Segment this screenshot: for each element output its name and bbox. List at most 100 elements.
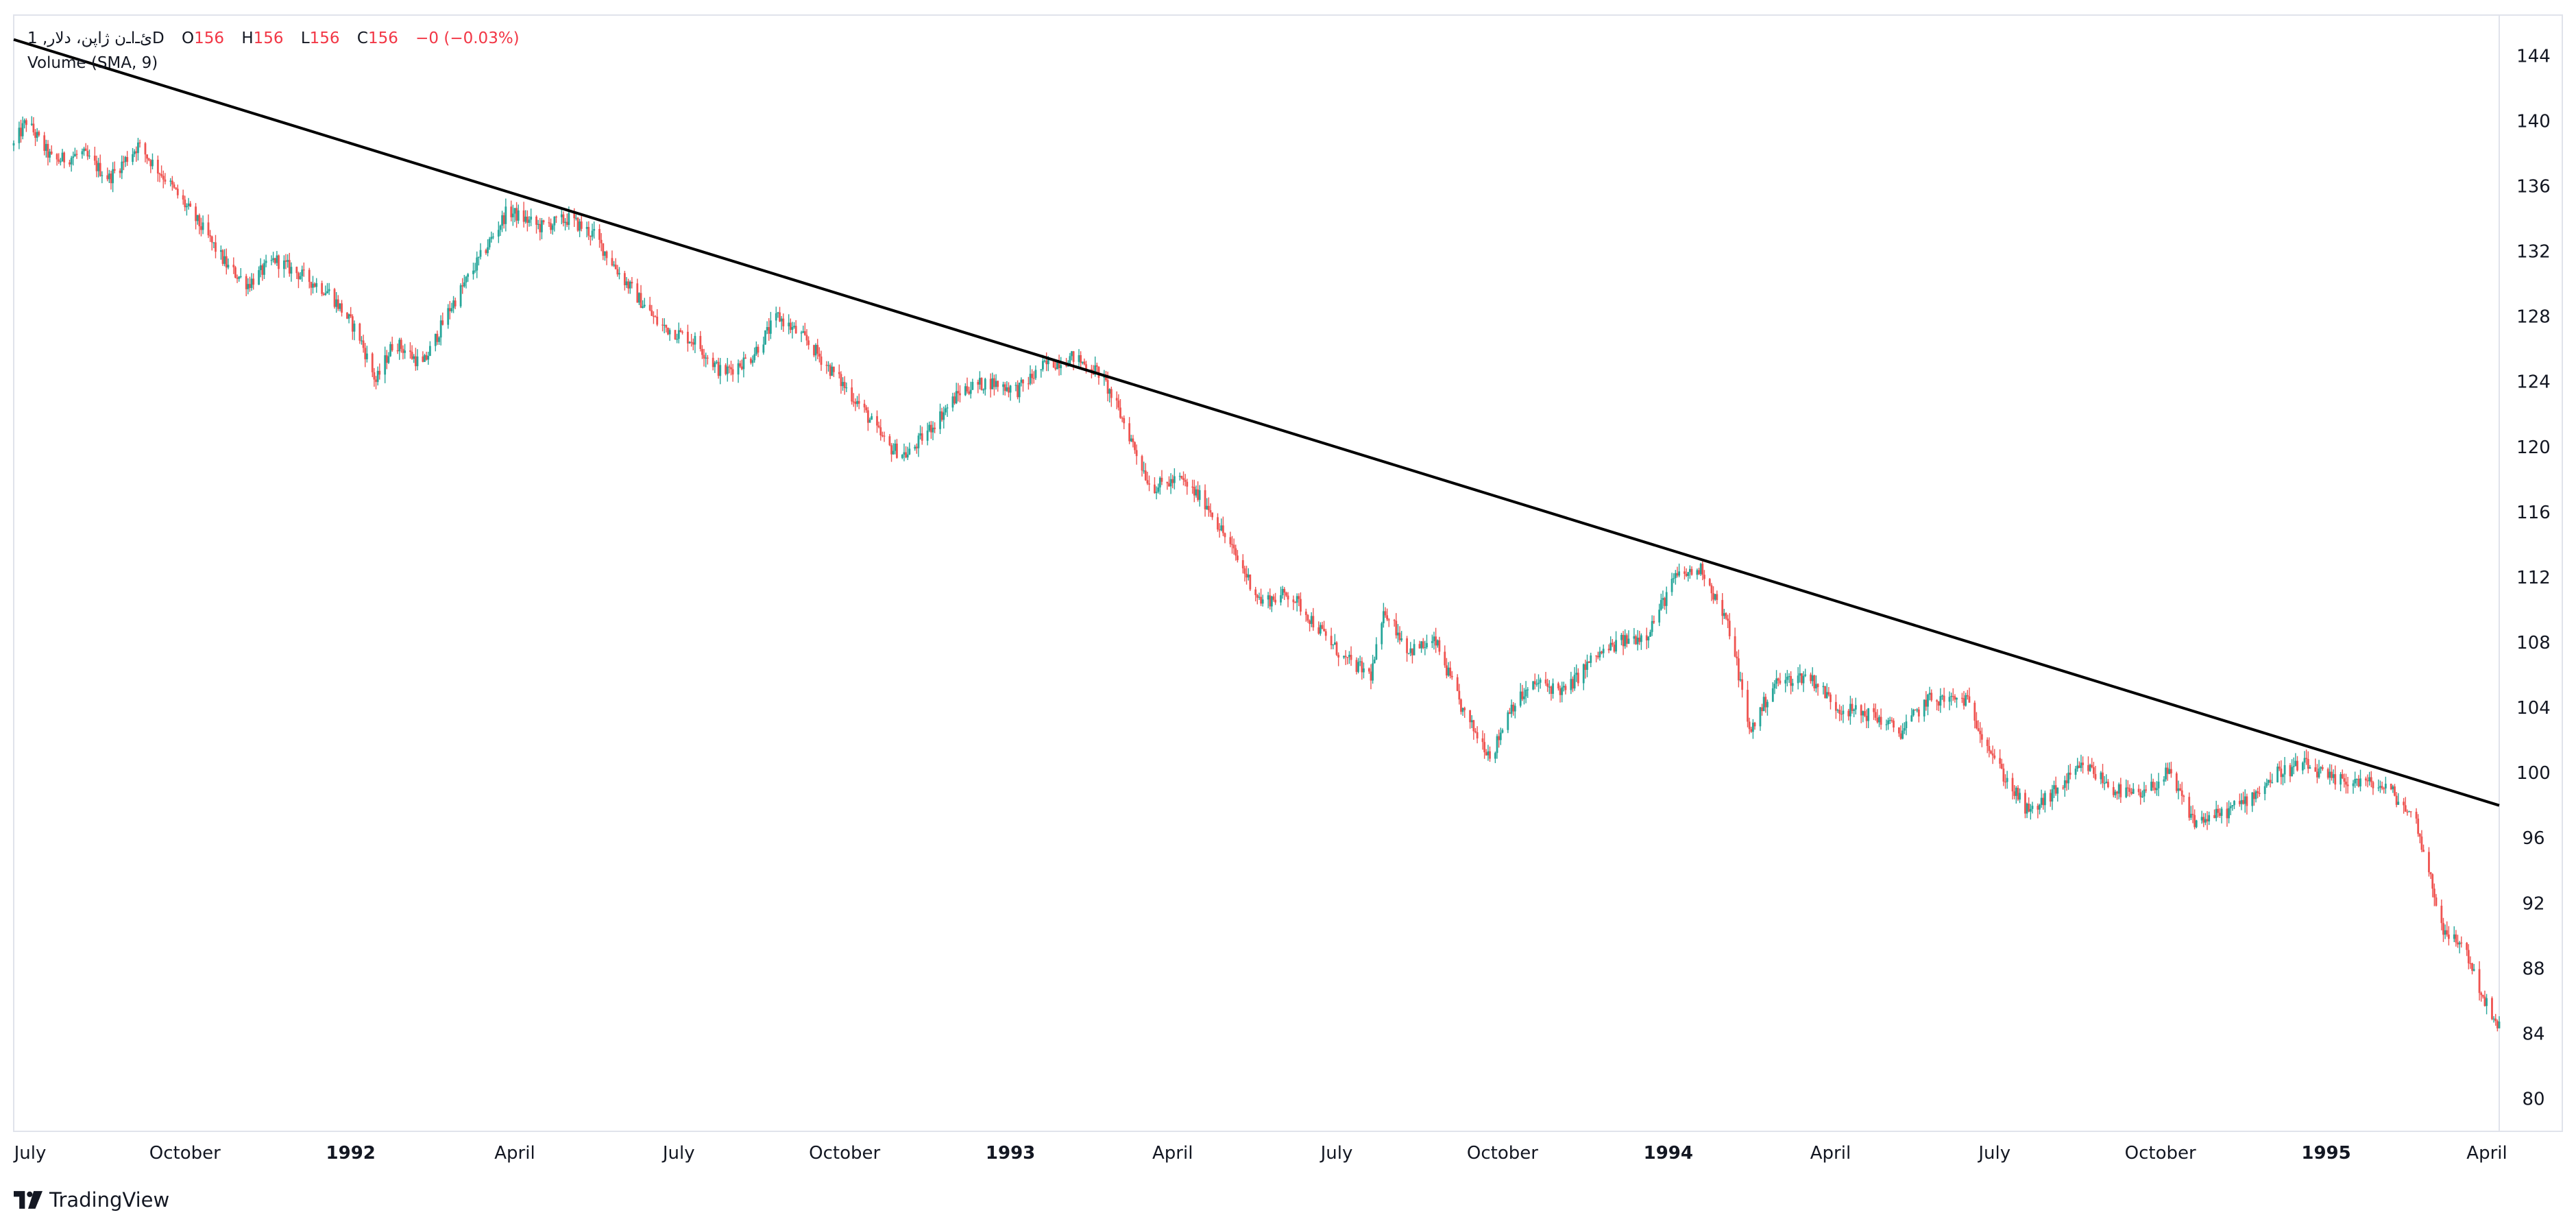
candle (1154, 477, 1156, 494)
candle (47, 140, 49, 166)
candle (1851, 698, 1854, 714)
candle (439, 315, 442, 346)
candle (1854, 697, 1857, 715)
candle (1761, 703, 1763, 716)
candle (2481, 994, 2484, 999)
candle (982, 388, 985, 394)
candle (135, 146, 138, 162)
candle (313, 282, 316, 288)
candle (2377, 779, 2380, 792)
candle (629, 280, 631, 294)
candle (2307, 751, 2309, 773)
candle (2321, 765, 2324, 771)
candle (110, 170, 112, 190)
candle (200, 217, 202, 237)
trendline[interactable] (13, 38, 2500, 807)
candle (384, 346, 387, 383)
candle (2220, 806, 2223, 823)
candle (551, 223, 554, 235)
candle (290, 262, 293, 282)
candle (452, 296, 454, 313)
candle (227, 258, 230, 269)
candle (158, 172, 161, 182)
candle (2128, 784, 2131, 797)
candle (1130, 435, 1132, 442)
candle (1538, 674, 1540, 693)
candle (2065, 773, 2068, 791)
candle (2168, 762, 2171, 775)
candle (133, 149, 136, 158)
candle (1017, 380, 1019, 400)
candle (831, 362, 834, 376)
candle (1438, 636, 1441, 655)
x-tick-label: October (149, 1143, 221, 1164)
symbol-label[interactable]: 1 ,ئ‌ـ‌ا‌ـ‌ن ژاپن، دلارD (27, 29, 165, 47)
candle (574, 214, 577, 221)
candle (1993, 749, 1996, 760)
candle (348, 313, 350, 324)
candle (1474, 727, 1477, 734)
candle (1117, 394, 1120, 411)
tradingview-logo-icon (14, 1191, 42, 1209)
trendline-layer[interactable] (13, 38, 2500, 807)
candle (739, 360, 742, 368)
candle (1498, 730, 1500, 748)
candle (465, 276, 467, 289)
candle (2357, 775, 2360, 788)
x-tick-label: July (1320, 1143, 1353, 1164)
candle (903, 443, 906, 461)
y-tick-label: 108 (2516, 633, 2551, 653)
candle (894, 440, 897, 455)
candle (966, 377, 969, 394)
candle (2219, 808, 2221, 819)
candle (2233, 799, 2235, 810)
candle (2208, 811, 2211, 826)
candle (703, 348, 705, 367)
candle (1267, 592, 1269, 609)
candle (121, 155, 123, 180)
time-axis[interactable]: July October 1992 April July October 1993 April… (13, 1143, 2507, 1164)
candle (485, 248, 487, 255)
candle (1888, 717, 1891, 725)
indicator-label[interactable]: Volume (SMA, 9) (27, 54, 158, 72)
candle (1956, 697, 1958, 708)
tradingview-attribution[interactable]: TradingView (14, 1188, 169, 1212)
candle (301, 265, 304, 282)
candle (1864, 703, 1866, 718)
candle (1701, 561, 1704, 581)
candle (2492, 1016, 2495, 1023)
candle (1361, 657, 1363, 680)
candle (616, 265, 619, 277)
candle (777, 311, 779, 318)
candle (1132, 435, 1134, 448)
candle (989, 373, 992, 398)
candle (1134, 441, 1136, 454)
candle (2042, 793, 2045, 810)
candle (2154, 782, 2156, 794)
candle (101, 171, 104, 184)
candle (1988, 737, 1991, 758)
price-axis[interactable]: 80 84 88 92 96 100 104 108 112 116 120 124 128 132 136… (2516, 46, 2551, 1109)
candle (1083, 358, 1086, 365)
candle (1422, 638, 1424, 649)
candle (1825, 683, 1828, 699)
candle (459, 283, 462, 309)
candle (297, 272, 300, 289)
candle (2215, 800, 2217, 821)
candle (210, 235, 213, 251)
candle (215, 234, 217, 258)
candle (1539, 677, 1542, 689)
candle (1161, 470, 1163, 485)
candle (802, 325, 805, 333)
candle (1386, 608, 1389, 622)
candle (946, 404, 949, 418)
candle (788, 314, 790, 335)
candle (2381, 781, 2383, 791)
candle (663, 318, 666, 334)
candle (341, 300, 343, 317)
x-tick-label: October (2125, 1143, 2196, 1164)
candle (852, 393, 855, 407)
candle (198, 213, 201, 234)
candle (1186, 479, 1189, 495)
